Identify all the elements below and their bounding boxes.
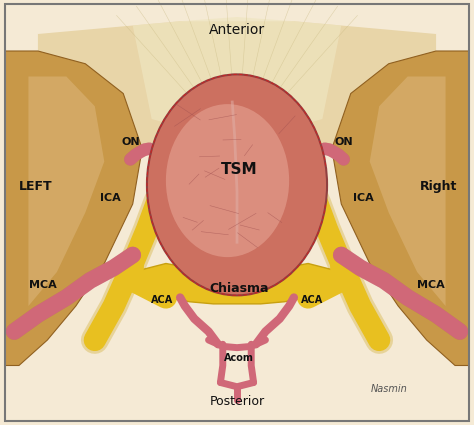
Text: ACA: ACA (151, 295, 173, 305)
Polygon shape (133, 264, 341, 304)
Ellipse shape (166, 104, 289, 257)
Text: TSM: TSM (221, 162, 258, 178)
Text: Chiasma: Chiasma (210, 282, 269, 295)
Text: MCA: MCA (29, 280, 56, 290)
Text: LEFT: LEFT (19, 181, 52, 193)
Polygon shape (332, 51, 469, 366)
Polygon shape (370, 76, 446, 306)
Text: Anterior: Anterior (209, 23, 265, 37)
Text: Acom: Acom (224, 353, 255, 363)
Text: Right: Right (420, 181, 457, 193)
Text: Posterior: Posterior (210, 395, 264, 408)
Polygon shape (133, 17, 341, 136)
Polygon shape (28, 76, 104, 306)
Text: MCA: MCA (418, 280, 445, 290)
Polygon shape (38, 21, 436, 144)
Ellipse shape (147, 74, 327, 295)
Text: Nasmin: Nasmin (370, 384, 407, 394)
Text: ON: ON (334, 137, 353, 147)
Text: ICA: ICA (100, 193, 121, 203)
Polygon shape (5, 51, 142, 366)
Text: ON: ON (121, 137, 140, 147)
Text: ACA: ACA (301, 295, 323, 305)
Text: ICA: ICA (353, 193, 374, 203)
